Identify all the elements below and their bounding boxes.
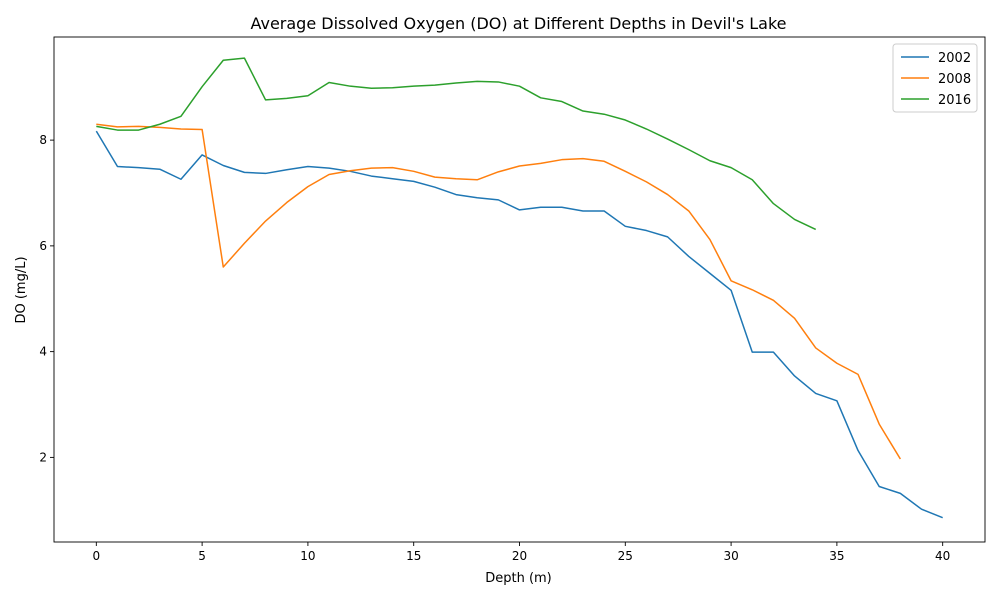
chart-title: Average Dissolved Oxygen (DO) at Differe…	[250, 14, 786, 33]
x-tick-label: 15	[406, 549, 421, 563]
y-tick-label: 4	[39, 345, 47, 359]
series-lines	[95, 57, 943, 519]
series-line-2008	[96, 123, 902, 460]
series-line-2002	[95, 130, 943, 519]
y-tick-label: 8	[39, 133, 47, 147]
x-tick-label: 5	[198, 549, 206, 563]
y-tick-label: 2	[39, 450, 47, 464]
legend: 2002 2008 2016	[892, 43, 978, 113]
y-tick-label: 6	[39, 239, 47, 253]
x-tick-label: 25	[618, 549, 633, 563]
legend-label-2002: 2002	[938, 51, 971, 66]
x-tick-label: 10	[300, 549, 315, 563]
legend-label-2016: 2016	[938, 93, 971, 108]
x-tick-label: 35	[829, 549, 844, 563]
y-axis-ticks: 2 4 6 8	[39, 133, 54, 464]
x-tick-label: 30	[723, 549, 738, 563]
plot-frame	[53, 36, 986, 543]
y-axis-label: DO (mg/L)	[14, 256, 29, 323]
x-tick-label: 0	[92, 549, 100, 563]
x-axis-ticks: 0 5 10 15 20 25 30 35 40	[92, 542, 950, 563]
series-line-2016	[96, 57, 817, 231]
x-axis-label: Depth (m)	[485, 571, 552, 586]
x-tick-label: 40	[935, 549, 950, 563]
x-tick-label: 20	[512, 549, 527, 563]
legend-box	[892, 43, 978, 113]
legend-label-2008: 2008	[938, 72, 971, 87]
